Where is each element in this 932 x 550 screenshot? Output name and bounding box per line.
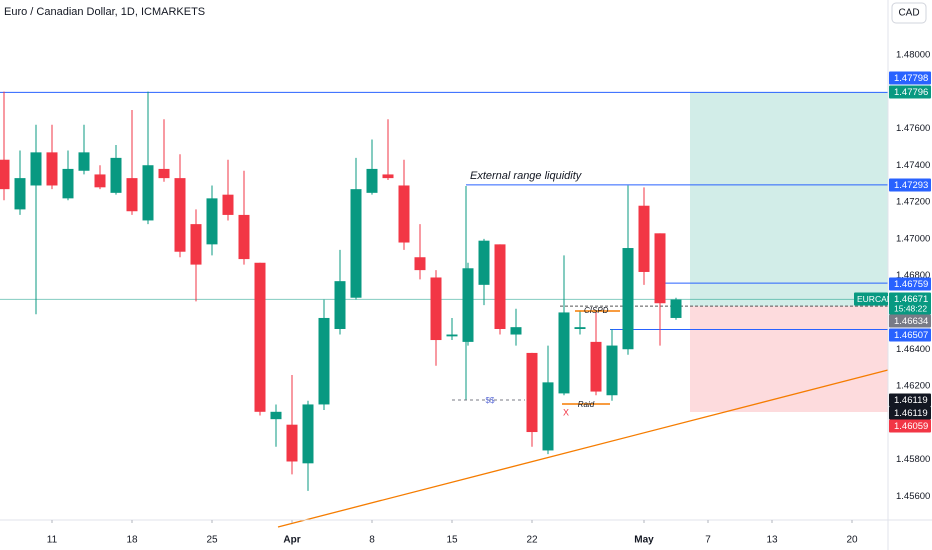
price-badge [889, 419, 931, 433]
candle-body [62, 168, 74, 199]
x-tick-label: 18 [126, 535, 138, 546]
candle-body [494, 244, 506, 330]
annotation: Raid [578, 400, 595, 409]
countdown: 15:48:22 [894, 303, 927, 313]
candle-body [126, 178, 138, 212]
symbol-badge [854, 292, 888, 306]
y-tick-label: 1.45600 [896, 491, 930, 502]
currency-button[interactable] [891, 2, 927, 24]
candle-body [302, 404, 314, 464]
x-tick-label: Apr [283, 535, 300, 546]
x-tick-label: 15 [446, 535, 458, 546]
price-badge-label: 1.46119 [894, 408, 928, 419]
x-tick-label: 13 [766, 535, 778, 546]
candle-body [382, 174, 394, 179]
candle-body [14, 178, 26, 210]
candle-body [78, 152, 90, 171]
symbol-label: EURCAD [857, 294, 893, 304]
candle-body [542, 382, 554, 451]
last-price-badge [889, 292, 931, 315]
candle-body [334, 281, 346, 330]
candle-body [366, 168, 378, 193]
price-badge [889, 71, 931, 85]
candle-body [622, 248, 634, 350]
candle-body [222, 194, 234, 215]
y-tick-label: 1.47000 [896, 233, 930, 244]
candle-body [318, 317, 330, 405]
candle-body [110, 157, 122, 193]
price-badge-label: 1.46119 [894, 395, 928, 406]
candle-body [158, 168, 170, 179]
y-tick-label: 1.46200 [896, 381, 930, 392]
price-badge [889, 406, 931, 420]
candle-body [654, 233, 666, 304]
candle-body [398, 185, 410, 243]
candle-body [206, 198, 218, 245]
y-tick-label: 1.45800 [896, 454, 930, 465]
candle-body [254, 262, 266, 412]
candle-body [670, 299, 682, 318]
candle-body [414, 257, 426, 271]
candle-body [142, 165, 154, 221]
candle-body [558, 312, 570, 394]
annotation: External range liquidity [470, 170, 583, 182]
annotation: CISPD [584, 306, 609, 315]
candle-body [46, 152, 58, 186]
candle-body [190, 224, 202, 265]
price-badge [889, 328, 931, 342]
y-tick-label: 1.46400 [896, 344, 930, 355]
target-zone [690, 92, 888, 307]
price-badge [889, 393, 931, 407]
candle-body [606, 345, 618, 396]
currency[interactable]: CAD [898, 8, 919, 19]
last-price-label: 1.46671 [894, 294, 928, 305]
candle-body [286, 424, 298, 462]
y-tick-label: 1.46800 [896, 270, 930, 281]
candle-body [238, 214, 250, 260]
price-badge-label: 1.47798 [894, 73, 928, 84]
x-tick-label: 20 [846, 535, 858, 546]
price-badge [889, 314, 931, 328]
price-badge-label: 1.46059 [894, 421, 928, 432]
trend-line [277, 369, 889, 528]
candle-body [462, 268, 474, 342]
annotation: X [563, 407, 569, 417]
x-tick-label: 22 [526, 535, 538, 546]
price-badge-label: 1.47796 [894, 87, 928, 98]
price-badge [889, 85, 931, 99]
candle-body [0, 159, 10, 190]
price-badge-label: 1.46507 [894, 330, 928, 341]
candle-body [478, 240, 490, 285]
price-badge [889, 178, 931, 192]
candle-body [94, 174, 106, 188]
chart-title: Euro / Canadian Dollar, 1D, ICMARKETS [4, 6, 205, 18]
candle-body [270, 411, 282, 420]
x-tick-label: 7 [705, 535, 711, 546]
price-badge-label: 1.46634 [894, 316, 928, 327]
y-tick-label: 1.47400 [896, 160, 930, 171]
candle-body [638, 205, 650, 272]
y-tick-label: 1.47600 [896, 123, 930, 134]
candle-body [174, 178, 186, 252]
x-tick-label: May [634, 535, 654, 546]
candle-body [350, 189, 362, 298]
x-tick-label: 25 [206, 535, 218, 546]
candle-body [430, 277, 442, 341]
candle-body [590, 341, 602, 392]
candle-body [510, 327, 522, 335]
candle-body [526, 352, 538, 433]
price-badge-label: 1.47293 [894, 180, 928, 191]
price-badge [889, 277, 931, 291]
annotation: $$ [486, 396, 495, 405]
x-tick-label: 8 [369, 535, 375, 546]
y-tick-label: 1.47200 [896, 197, 930, 208]
x-tick-label: 11 [47, 535, 58, 546]
candle-body [446, 334, 458, 337]
y-tick-label: 1.48000 [896, 49, 930, 60]
stop-zone [690, 306, 888, 412]
candle-body [574, 327, 586, 330]
price-badge-label: 1.46759 [894, 279, 928, 290]
candle-body [30, 152, 42, 186]
